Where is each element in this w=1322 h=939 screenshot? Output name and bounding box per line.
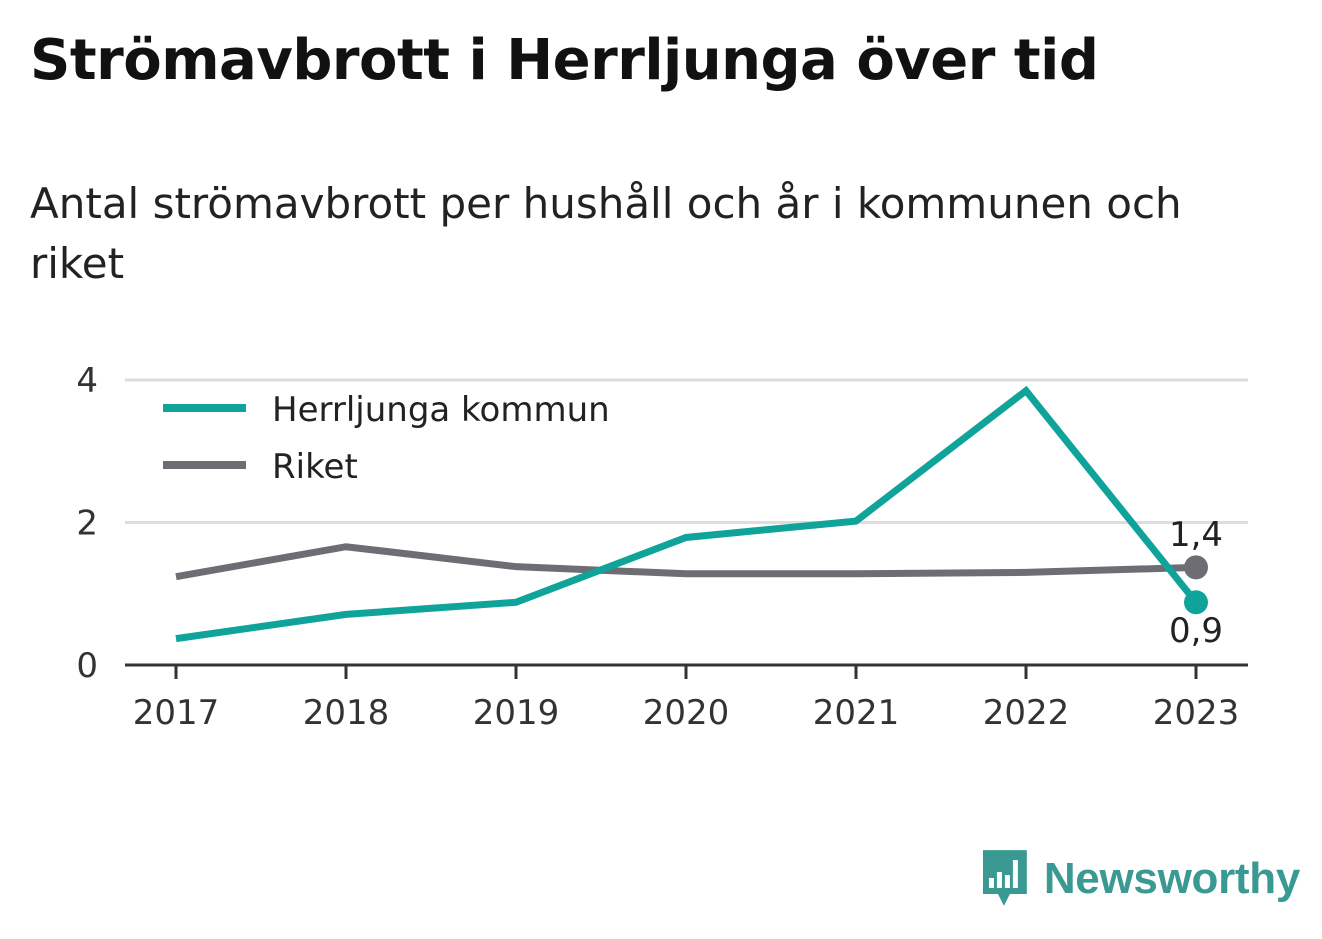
legend: Herrljunga kommun Riket [150, 384, 646, 496]
y-tick-label: 0 [76, 646, 98, 686]
chart-subtitle: Antal strömavbrott per hushåll och år i … [30, 179, 1182, 288]
end-label-herrljunga: 0,9 [1169, 611, 1223, 651]
legend-background [150, 384, 646, 496]
end-label-riket: 1,4 [1169, 515, 1223, 555]
y-axis-ticks: 0 2 4 [76, 361, 98, 686]
series-line-herrljunga [175, 385, 1199, 643]
series-lines [175, 385, 1208, 643]
x-tick-label: 2019 [473, 693, 560, 733]
x-tick-label: 2020 [643, 693, 730, 733]
chart-title: Strömavbrott i Herrljunga över tid [30, 28, 1099, 93]
x-tick-label: 2018 [303, 693, 390, 733]
series-line-riket [175, 543, 1197, 581]
legend-label-herrljunga: Herrljunga kommun [272, 390, 610, 430]
end-point-herrljunga [1184, 590, 1208, 615]
legend-label-riket: Riket [272, 447, 358, 487]
y-tick-label: 2 [76, 504, 98, 544]
newsworthy-logo-icon [982, 850, 1027, 906]
x-tick-label: 2021 [813, 693, 900, 733]
brand-logo: Newsworthy [980, 848, 1300, 910]
y-tick-label: 4 [76, 361, 98, 401]
x-tick-label: 2017 [133, 693, 220, 733]
x-axis-ticks: 2017 2018 2019 2020 2021 2022 2023 [133, 665, 1240, 733]
x-tick-label: 2022 [983, 693, 1070, 733]
end-point-riket [1184, 555, 1208, 580]
line-chart: 0 2 4 2017 2018 2019 2020 2021 2022 2023 Herrlju… [76, 361, 1248, 733]
brand-name: Newsworthy [1043, 854, 1300, 903]
gridlines [125, 378, 1248, 524]
x-tick-label: 2023 [1153, 693, 1240, 733]
